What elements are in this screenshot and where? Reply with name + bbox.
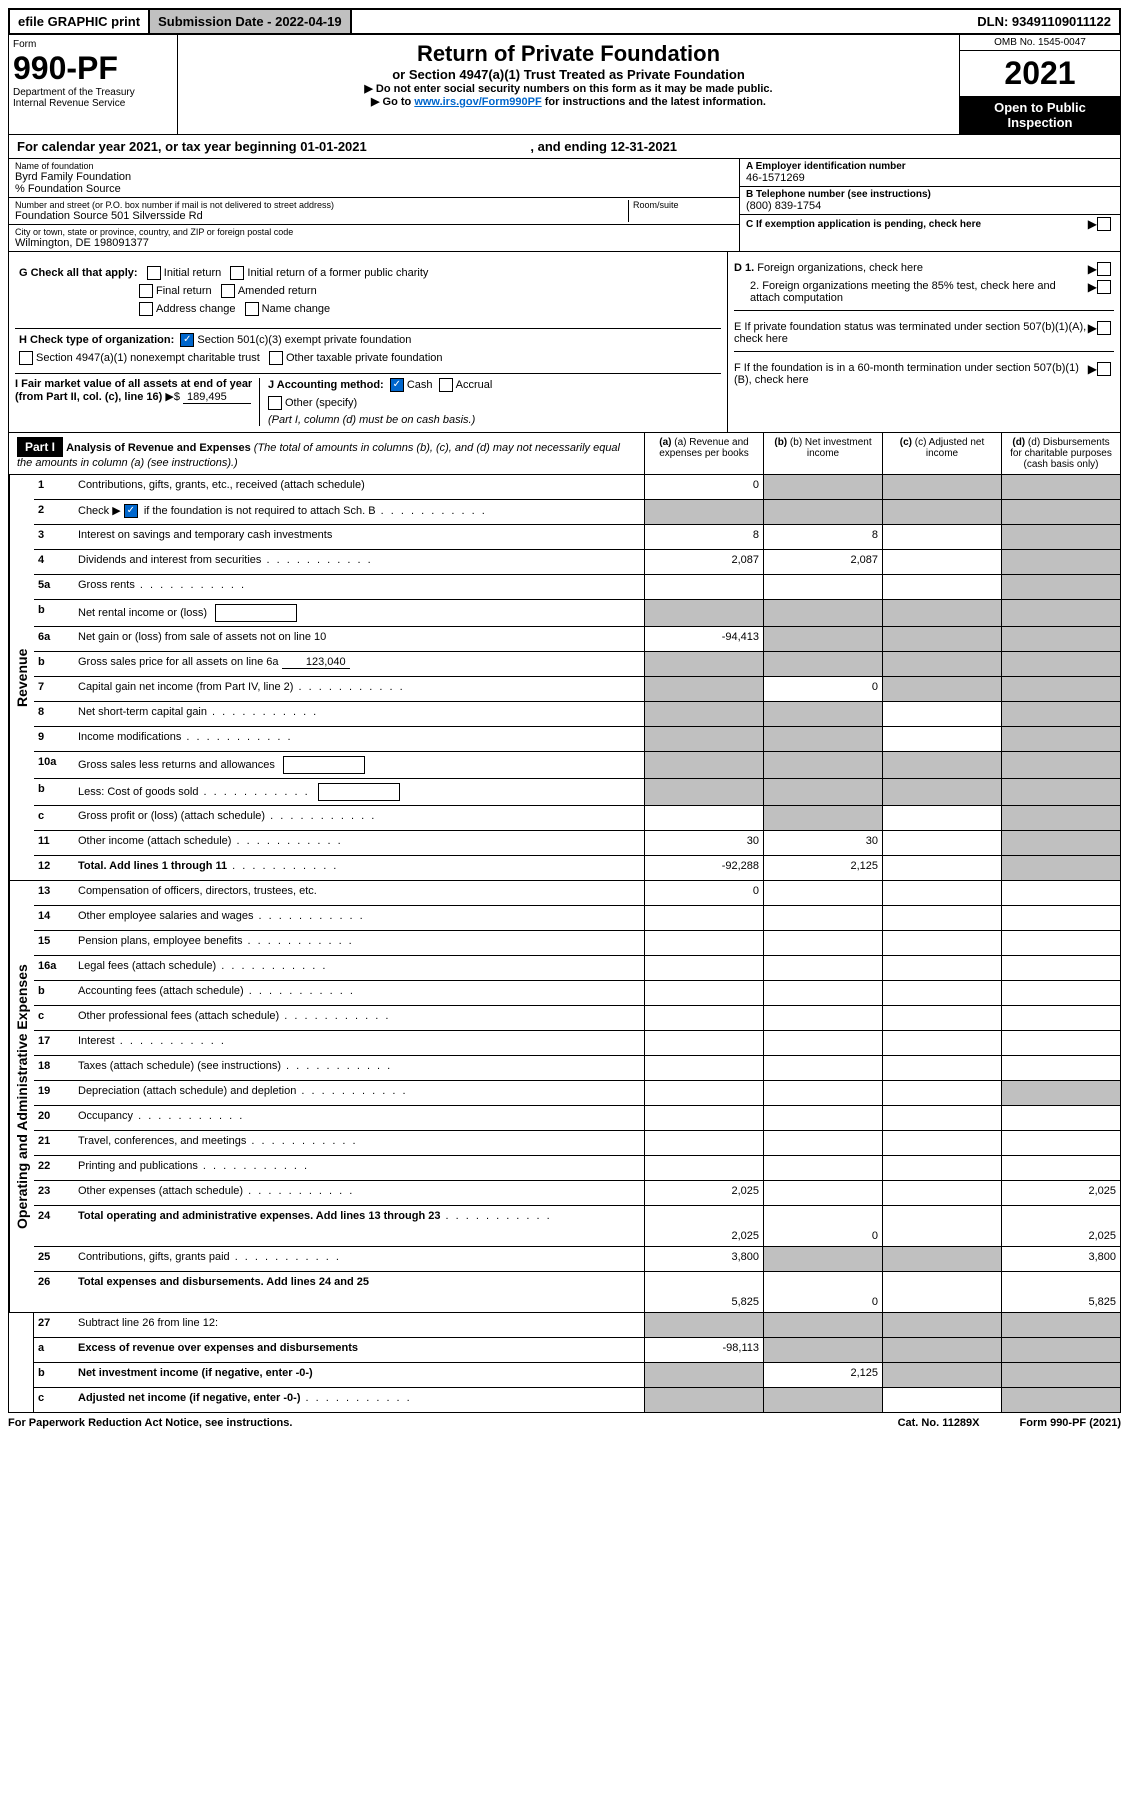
exemption-checkbox[interactable]: [1097, 217, 1111, 231]
info-right: A Employer identification number 46-1571…: [740, 159, 1120, 251]
f-checkbox[interactable]: [1097, 362, 1111, 376]
city-cell: City or town, state or province, country…: [9, 225, 739, 251]
omb-number: OMB No. 1545-0047: [960, 35, 1120, 51]
calendar-year-row: For calendar year 2021, or tax year begi…: [8, 135, 1121, 159]
cash-checkbox[interactable]: [390, 378, 404, 392]
expenses-side-label: Operating and Administrative Expenses: [9, 881, 34, 1312]
col-b-header: (b) (b) Net investment income: [763, 433, 882, 474]
accrual-checkbox[interactable]: [439, 378, 453, 392]
ein-cell: A Employer identification number 46-1571…: [740, 159, 1120, 187]
part1-badge: Part I: [17, 437, 63, 457]
revenue-side-label: Revenue: [9, 475, 34, 880]
form-title: Return of Private Foundation: [184, 41, 953, 67]
501c3-checkbox[interactable]: [180, 333, 194, 347]
final-return-checkbox[interactable]: [139, 284, 153, 298]
summary-table: 27Subtract line 26 from line 12: aExcess…: [8, 1313, 1121, 1413]
col-c-header: (c) (c) Adjusted net income: [882, 433, 1001, 474]
initial-return-checkbox[interactable]: [147, 266, 161, 280]
open-public-badge: Open to Public Inspection: [960, 96, 1120, 134]
tax-year: 2021: [960, 51, 1120, 96]
header-left: Form 990-PF Department of the Treasury I…: [9, 35, 178, 134]
address-change-checkbox[interactable]: [139, 302, 153, 316]
submission-date: Submission Date - 2022-04-19: [150, 10, 352, 33]
footer: For Paperwork Reduction Act Notice, see …: [8, 1413, 1121, 1433]
exemption-cell: C If exemption application is pending, c…: [740, 215, 1120, 233]
foundation-name-cell: Name of foundation Byrd Family Foundatio…: [9, 159, 739, 198]
amended-return-checkbox[interactable]: [221, 284, 235, 298]
part1-header-row: Part I Analysis of Revenue and Expenses …: [8, 433, 1121, 475]
revenue-table: Revenue 1Contributions, gifts, grants, e…: [8, 475, 1121, 881]
form-ref: Form 990-PF (2021): [1020, 1417, 1121, 1429]
other-taxable-checkbox[interactable]: [269, 351, 283, 365]
sch-b-checkbox[interactable]: [124, 504, 138, 518]
instr-2: ▶ Go to www.irs.gov/Form990PF for instru…: [184, 95, 953, 108]
dln-label: DLN: 93491109011122: [969, 10, 1119, 33]
expenses-table: Operating and Administrative Expenses 13…: [8, 881, 1121, 1313]
irs-link[interactable]: www.irs.gov/Form990PF: [414, 96, 541, 108]
col-d-header: (d) (d) Disbursements for charitable pur…: [1001, 433, 1120, 474]
part1-desc: Part I Analysis of Revenue and Expenses …: [9, 433, 644, 474]
d1-checkbox[interactable]: [1097, 262, 1111, 276]
checks-right: D 1. Foreign organizations, check here▶ …: [728, 252, 1120, 432]
cat-number: Cat. No. 11289X: [898, 1417, 980, 1429]
paperwork-notice: For Paperwork Reduction Act Notice, see …: [8, 1417, 292, 1429]
other-method-checkbox[interactable]: [268, 396, 282, 410]
instr-1: ▶ Do not enter social security numbers o…: [184, 82, 953, 95]
phone-cell: B Telephone number (see instructions) (8…: [740, 187, 1120, 215]
4947-checkbox[interactable]: [19, 351, 33, 365]
col-a-header: (a) (a) Revenue and expenses per books: [644, 433, 763, 474]
form-number: 990-PF: [13, 50, 173, 87]
initial-public-checkbox[interactable]: [230, 266, 244, 280]
dept-treasury: Department of the Treasury: [13, 87, 173, 98]
form-header: Form 990-PF Department of the Treasury I…: [8, 35, 1121, 135]
info-left: Name of foundation Byrd Family Foundatio…: [9, 159, 740, 251]
efile-button[interactable]: efile GRAPHIC print: [10, 10, 150, 33]
form-label: Form: [13, 39, 173, 50]
e-checkbox[interactable]: [1097, 321, 1111, 335]
form-subtitle: or Section 4947(a)(1) Trust Treated as P…: [184, 67, 953, 82]
checks-section: G Check all that apply: Initial return I…: [8, 252, 1121, 433]
address-cell: Number and street (or P.O. box number if…: [9, 198, 739, 225]
d2-checkbox[interactable]: [1097, 280, 1111, 294]
header-right: OMB No. 1545-0047 2021 Open to Public In…: [959, 35, 1120, 134]
info-grid: Name of foundation Byrd Family Foundatio…: [8, 159, 1121, 252]
fair-market-value: 189,495: [183, 391, 251, 404]
top-bar: efile GRAPHIC print Submission Date - 20…: [8, 8, 1121, 35]
name-change-checkbox[interactable]: [245, 302, 259, 316]
checks-left: G Check all that apply: Initial return I…: [9, 252, 728, 432]
header-center: Return of Private Foundation or Section …: [178, 35, 959, 134]
arrow-icon: ▶: [1088, 217, 1097, 231]
irs-label: Internal Revenue Service: [13, 98, 173, 109]
